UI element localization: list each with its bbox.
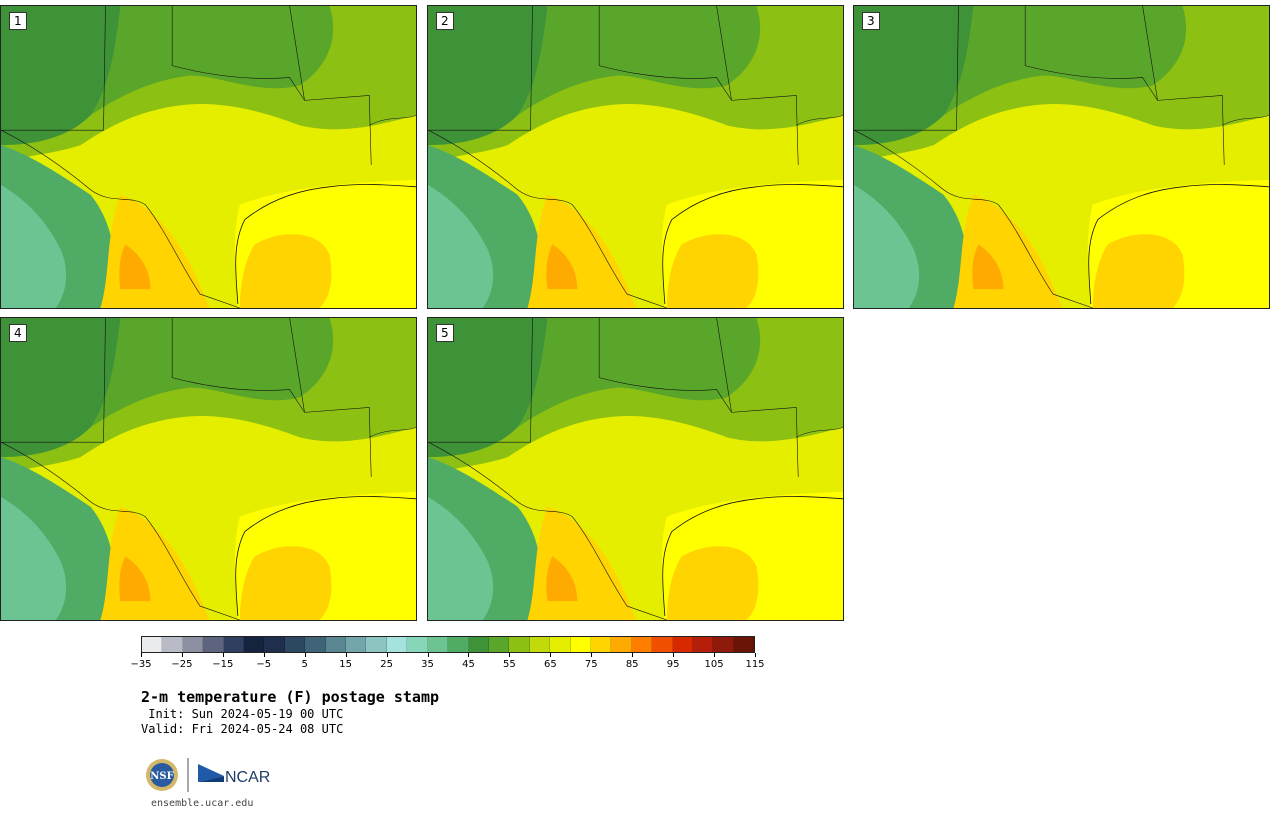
colorbar-segment bbox=[244, 637, 265, 652]
colorbar-tick-label: 15 bbox=[339, 659, 353, 670]
colorbar-segment bbox=[284, 637, 306, 652]
colorbar-tick-label: 75 bbox=[584, 659, 598, 670]
colorbar-tick bbox=[550, 653, 552, 657]
colorbar-segment bbox=[182, 637, 204, 652]
colorbar-tick-label: 35 bbox=[421, 659, 434, 670]
colorbar-tick-label: 105 bbox=[704, 659, 724, 670]
colorbar-tick-label: 95 bbox=[666, 659, 680, 670]
colorbar-segment bbox=[407, 637, 428, 652]
temperature-map bbox=[1, 6, 416, 308]
colorbar-segment bbox=[223, 637, 245, 652]
colorbar-segment bbox=[509, 637, 530, 652]
colorbar-segment bbox=[142, 637, 163, 652]
member-number: 2 bbox=[436, 12, 454, 30]
colorbar-tick bbox=[263, 653, 265, 657]
colorbar-segment bbox=[203, 637, 224, 652]
colorbar-segment bbox=[366, 637, 387, 652]
colorbar-segment bbox=[550, 637, 571, 652]
colorbar-tick bbox=[714, 653, 716, 657]
valid-time: Valid: Fri 2024-05-24 08 UTC bbox=[141, 722, 344, 736]
colorbar-tick-label: −35 bbox=[130, 659, 152, 670]
temperature-map bbox=[1, 318, 416, 620]
colorbar-tick-label: −5 bbox=[256, 659, 272, 670]
colorbar-tick-label: 25 bbox=[380, 659, 393, 670]
svg-text:NSF: NSF bbox=[150, 771, 173, 782]
colorbar-tick bbox=[141, 653, 142, 657]
colorbar-ticks: −35 −25 −15 −5 5 15 25 35 45 55 65 75 85 95 105 115 bbox=[130, 653, 765, 673]
colorbar-segment bbox=[488, 637, 510, 652]
colorbar-segment bbox=[448, 637, 469, 652]
colorbar-tick bbox=[673, 653, 675, 657]
colorbar-segment bbox=[570, 637, 591, 652]
colorbar-segment bbox=[264, 637, 285, 652]
colorbar-segment bbox=[733, 637, 755, 652]
colorbar-tick bbox=[386, 653, 388, 657]
colorbar-tick-label: 55 bbox=[503, 659, 516, 670]
colorbar-segment bbox=[590, 637, 612, 652]
map-panel-2: 2 bbox=[427, 5, 844, 309]
colorbar-tick bbox=[591, 653, 593, 657]
colorbar-tick bbox=[468, 653, 470, 657]
nsf-ncar-logo-icon: NSF NCAR bbox=[146, 758, 270, 792]
svg-text:NCAR: NCAR bbox=[225, 769, 270, 786]
colorbar-segment bbox=[652, 637, 673, 652]
init-time: Init: Sun 2024-05-19 00 UTC bbox=[141, 707, 344, 721]
colorbar-tick bbox=[222, 653, 224, 657]
colorbar-segment bbox=[386, 637, 408, 652]
colorbar-tick-label: 85 bbox=[625, 659, 639, 670]
member-number: 1 bbox=[9, 12, 27, 30]
temperature-map bbox=[854, 6, 1269, 308]
colorbar-segment bbox=[529, 637, 551, 652]
colorbar-tick bbox=[304, 653, 306, 657]
colorbar-segment bbox=[468, 637, 489, 652]
temperature-map bbox=[428, 6, 843, 308]
colorbar-segment bbox=[162, 637, 183, 652]
colorbar-tick bbox=[632, 653, 634, 657]
figure-title: 2-m temperature (F) postage stamp bbox=[141, 688, 440, 706]
map-panel-5: 5 bbox=[427, 317, 844, 621]
colorbar-segment bbox=[611, 637, 632, 652]
colorbar-segment bbox=[713, 637, 734, 652]
colorbar-segment bbox=[346, 637, 367, 652]
colorbar-segment bbox=[631, 637, 653, 652]
colorbar-tick bbox=[427, 653, 429, 657]
member-number: 5 bbox=[436, 324, 454, 342]
map-panel-1: 1 bbox=[0, 5, 417, 309]
temperature-map bbox=[428, 318, 843, 620]
map-panel-4: 4 bbox=[0, 317, 417, 621]
colorbar-tick bbox=[509, 653, 511, 657]
map-panel-3: 3 bbox=[853, 5, 1270, 309]
colorbar-tick-label: −25 bbox=[171, 659, 193, 670]
member-number: 4 bbox=[9, 324, 27, 342]
colorbar-segment bbox=[305, 637, 326, 652]
site-url: ensemble.ucar.edu bbox=[151, 798, 254, 809]
logos: NSF NCAR bbox=[144, 756, 274, 796]
colorbar-tick-label: 115 bbox=[745, 659, 765, 670]
colorbar bbox=[141, 636, 755, 653]
colorbar-segment bbox=[427, 637, 449, 652]
colorbar-segment bbox=[672, 637, 693, 652]
colorbar-tick-label: 45 bbox=[462, 659, 475, 670]
colorbar-tick bbox=[755, 653, 756, 657]
colorbar-segment bbox=[692, 637, 714, 652]
colorbar-tick bbox=[345, 653, 347, 657]
member-number: 3 bbox=[862, 12, 880, 30]
colorbar-tick-label: −15 bbox=[212, 659, 234, 670]
colorbar-tick-label: 65 bbox=[543, 659, 557, 670]
colorbar-tick bbox=[181, 653, 183, 657]
colorbar-segment bbox=[325, 637, 347, 652]
colorbar-tick-label: 5 bbox=[301, 659, 308, 670]
